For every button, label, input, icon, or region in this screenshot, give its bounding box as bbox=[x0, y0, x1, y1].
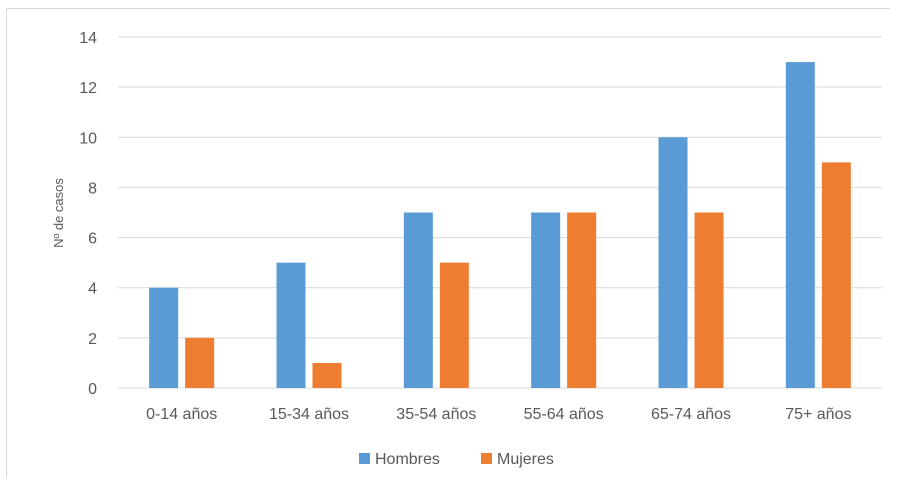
y-tick-label: 2 bbox=[88, 331, 97, 348]
bar-hombres-2 bbox=[403, 212, 433, 388]
y-tick-label: 4 bbox=[88, 281, 97, 298]
bars bbox=[149, 62, 851, 388]
legend-label: Mujeres bbox=[497, 451, 554, 468]
bar-mujeres-0 bbox=[185, 337, 215, 388]
legend-item-mujeres: Mujeres bbox=[481, 451, 554, 468]
x-tick-label: 0-14 años bbox=[146, 406, 217, 423]
y-tick-label: 10 bbox=[79, 130, 97, 147]
chart-frame bbox=[6, 8, 890, 478]
legend: Hombres Mujeres bbox=[359, 451, 554, 468]
y-axis-ticks: 0 2 4 6 8 10 12 14 bbox=[79, 30, 97, 398]
x-tick-label: 35-54 años bbox=[396, 406, 476, 423]
y-tick-label: 14 bbox=[79, 30, 97, 47]
bar-hombres-3 bbox=[531, 212, 561, 388]
x-tick-label: 75+ años bbox=[785, 406, 851, 423]
bar-hombres-5 bbox=[785, 62, 815, 388]
legend-swatch bbox=[481, 453, 492, 464]
x-tick-label: 15-34 años bbox=[269, 406, 349, 423]
x-axis-ticks: 0-14 años 15-34 años 35-54 años 55-64 años 6… bbox=[146, 406, 851, 423]
bar-mujeres-1 bbox=[312, 362, 342, 388]
bar-mujeres-4 bbox=[694, 212, 724, 388]
bar-mujeres-2 bbox=[439, 262, 469, 388]
legend-label: Hombres bbox=[375, 451, 440, 468]
x-tick-label: 55-64 años bbox=[524, 406, 604, 423]
bar-mujeres-5 bbox=[821, 162, 851, 388]
bar-hombres-4 bbox=[658, 137, 688, 388]
y-tick-label: 0 bbox=[88, 381, 97, 398]
y-tick-label: 12 bbox=[79, 80, 97, 97]
legend-swatch bbox=[359, 453, 370, 464]
gridlines bbox=[118, 36, 882, 389]
legend-item-hombres: Hombres bbox=[359, 451, 440, 468]
y-axis-label: Nº de casos bbox=[51, 178, 66, 248]
bar-hombres-1 bbox=[276, 262, 306, 388]
x-tick-label: 65-74 años bbox=[651, 406, 731, 423]
bar-hombres-0 bbox=[149, 287, 179, 388]
y-tick-label: 8 bbox=[88, 180, 97, 197]
bar-mujeres-3 bbox=[567, 212, 597, 388]
y-tick-label: 6 bbox=[88, 231, 97, 248]
